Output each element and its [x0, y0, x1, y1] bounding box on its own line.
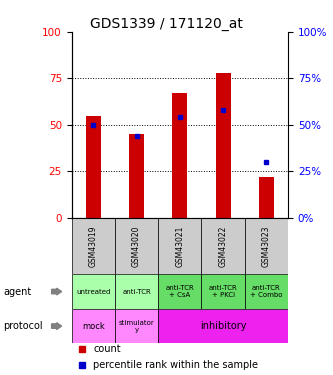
Text: agent: agent: [3, 286, 32, 297]
Bar: [129, 134, 144, 218]
Text: protocol: protocol: [3, 321, 43, 331]
Bar: [245, 218, 288, 274]
Bar: [215, 73, 231, 218]
Text: count: count: [93, 345, 121, 354]
Text: anti-TCR
+ Combo: anti-TCR + Combo: [250, 285, 283, 298]
Bar: [201, 274, 245, 309]
Text: GSM43019: GSM43019: [89, 225, 98, 267]
Text: mock: mock: [82, 322, 105, 331]
Bar: [245, 274, 288, 309]
Bar: [158, 309, 288, 344]
Bar: [158, 274, 201, 309]
Bar: [72, 309, 115, 344]
Bar: [86, 116, 101, 218]
Bar: [201, 218, 245, 274]
Bar: [115, 274, 158, 309]
Text: untreated: untreated: [76, 288, 111, 294]
Bar: [115, 309, 158, 344]
Text: GSM43022: GSM43022: [218, 225, 228, 267]
Bar: [72, 218, 115, 274]
Text: stimulator
y: stimulator y: [119, 320, 155, 333]
Text: GSM43020: GSM43020: [132, 225, 141, 267]
Text: anti-TCR
+ CsA: anti-TCR + CsA: [166, 285, 194, 298]
Bar: [115, 218, 158, 274]
Bar: [172, 93, 187, 218]
Bar: [72, 274, 115, 309]
Text: percentile rank within the sample: percentile rank within the sample: [93, 360, 258, 370]
Text: GSM43023: GSM43023: [262, 225, 271, 267]
Bar: [158, 218, 201, 274]
Text: anti-TCR
+ PKCi: anti-TCR + PKCi: [209, 285, 237, 298]
Text: GSM43021: GSM43021: [175, 225, 184, 267]
Text: inhibitory: inhibitory: [200, 321, 246, 331]
Text: anti-TCR: anti-TCR: [122, 288, 151, 294]
Bar: [259, 177, 274, 218]
Text: GDS1339 / 171120_at: GDS1339 / 171120_at: [90, 17, 243, 31]
